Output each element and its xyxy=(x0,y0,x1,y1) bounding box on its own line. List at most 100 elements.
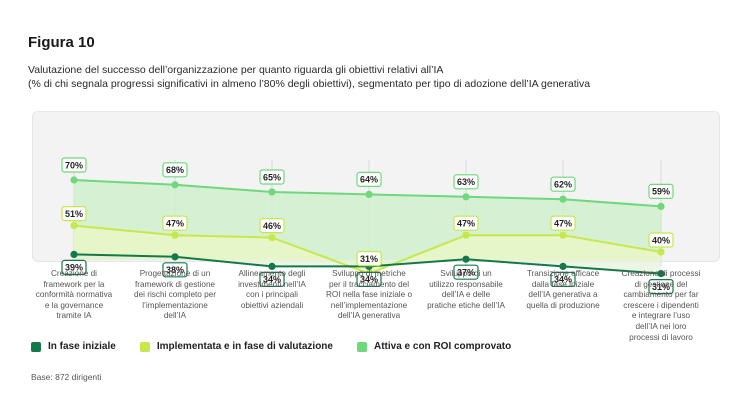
legend-label-implementata: Implementata e in fase di valutazione xyxy=(156,341,333,352)
category-label-line: Sviluppo di un xyxy=(440,269,492,278)
category-label-line: Allineamento degli xyxy=(238,269,306,278)
category-label-line: dalla fase iniziale xyxy=(531,279,595,289)
data-point-attiva-6 xyxy=(559,195,567,203)
data-point-in-fase-iniziale-7 xyxy=(657,270,665,278)
data-label-in-fase-iniziale-3-box xyxy=(259,271,285,287)
subtitle-line-2: (% di chi segnala progressi significativ… xyxy=(28,78,591,90)
data-label-in-fase-iniziale-6-box xyxy=(550,271,576,287)
category-label-line: framework per la xyxy=(43,279,105,289)
legend-swatch-attiva xyxy=(356,341,367,352)
data-label-attiva-2: 68% xyxy=(166,165,184,175)
data-label-implementata-7: 40% xyxy=(652,235,670,245)
data-label-in-fase-iniziale-1-box xyxy=(61,259,87,275)
category-label-3: Allineamento degli investimenti nell’IA co… xyxy=(226,269,318,311)
category-label-line: Transizione efficace xyxy=(526,269,600,278)
data-label-implementata-2-box xyxy=(162,215,188,231)
category-label-line: Sviluppo di metriche xyxy=(332,269,406,278)
subtitle-line-1: Valutazione del successo dell’organizzaz… xyxy=(28,64,444,76)
data-label-attiva-7-box xyxy=(648,183,674,199)
legend-swatch-in-fase-iniziale xyxy=(31,341,41,352)
data-label-implementata-4: 31% xyxy=(360,254,378,264)
category-label-line: obiettivi aziendali xyxy=(240,300,304,310)
data-label-in-fase-iniziale-5: 37% xyxy=(457,268,475,278)
category-label-line: framework di gestione xyxy=(134,279,216,289)
data-label-attiva-1-box xyxy=(61,157,87,173)
data-point-attiva-5 xyxy=(462,193,470,201)
data-label-implementata-5: 47% xyxy=(457,219,475,229)
data-point-in-fase-iniziale-6 xyxy=(559,262,567,270)
data-label-implementata-1: 51% xyxy=(65,209,83,219)
legend: In fase iniziale Implementata e in fase … xyxy=(31,341,535,352)
legend-label-in-fase-iniziale: In fase iniziale xyxy=(48,341,116,352)
data-label-attiva-2-box xyxy=(162,162,188,178)
legend-label-attiva: Attiva e con ROI comprovato xyxy=(373,341,512,352)
category-label-line: con i principali xyxy=(246,290,298,300)
category-label-line: dei rischi completo per xyxy=(134,290,216,300)
data-point-implementata-3 xyxy=(268,234,276,242)
data-label-implementata-6: 47% xyxy=(554,219,572,229)
data-label-implementata-2: 47% xyxy=(166,219,184,229)
category-label-line: utilizzo responsabile xyxy=(429,279,503,289)
category-label-line: dell’IA generativa a xyxy=(528,290,598,300)
data-label-attiva-4-box xyxy=(356,171,382,187)
data-label-attiva-1: 70% xyxy=(65,160,83,170)
data-label-in-fase-iniziale-7: 31% xyxy=(652,282,670,292)
data-label-implementata-5-box xyxy=(453,215,479,231)
category-label-line: conformità normativa xyxy=(35,290,113,300)
data-point-implementata-5 xyxy=(462,231,470,239)
category-label-line: per il tracciamento del xyxy=(328,279,410,289)
category-label-line: dell’IA nei loro xyxy=(635,321,687,331)
category-label-line: l’implementazione xyxy=(142,300,208,310)
category-label-5: Sviluppo di un utilizzo responsabile dell’… xyxy=(420,269,512,311)
category-label-line: pratiche etiche dell’IA xyxy=(427,300,505,310)
figure-label: Figura 10 xyxy=(28,34,95,51)
data-point-attiva-1 xyxy=(70,176,78,184)
data-label-attiva-3: 65% xyxy=(263,172,281,182)
legend-item-implementata: Implementata e in fase di valutazione xyxy=(139,341,333,352)
data-label-implementata-1-box xyxy=(61,206,87,222)
category-label-line: cambiamento per far xyxy=(623,290,699,300)
category-label-line: processi di lavoro xyxy=(629,332,693,342)
category-label-line: di gestione del xyxy=(634,279,688,289)
category-label-2: Progettazione di un framework di gestione… xyxy=(129,269,221,322)
data-label-implementata-3: 46% xyxy=(263,221,281,231)
category-label-line: Creazione di processi xyxy=(621,269,701,278)
category-label-4: Sviluppo di metriche per il tracciamento … xyxy=(323,269,415,322)
data-label-in-fase-iniziale-5-box xyxy=(453,264,479,280)
data-label-in-fase-iniziale-7-box xyxy=(648,279,674,295)
category-label-line: investimenti nell’IA xyxy=(238,279,306,289)
data-label-attiva-5: 63% xyxy=(457,177,475,187)
data-point-in-fase-iniziale-2 xyxy=(171,253,179,261)
data-point-attiva-2 xyxy=(171,181,179,189)
data-label-in-fase-iniziale-2-box xyxy=(162,262,188,278)
data-label-implementata-7-box xyxy=(648,232,674,248)
category-label-line: e la governance xyxy=(44,300,104,310)
category-label-line: ROI nella fase iniziale o xyxy=(325,290,412,300)
data-point-attiva-4 xyxy=(365,190,373,198)
category-label-line: e integrare l’uso xyxy=(631,311,691,321)
data-label-in-fase-iniziale-4: 34% xyxy=(360,275,378,285)
category-label-6: Transizione efficace dalla fase iniziale d… xyxy=(517,269,609,311)
category-label-line: Creazione di xyxy=(51,269,97,278)
data-point-implementata-7 xyxy=(657,248,665,256)
category-label-7: Creazione di processi di gestione del camb… xyxy=(615,269,707,343)
data-label-attiva-7: 59% xyxy=(652,187,670,197)
category-label-line: Progettazione di un xyxy=(139,269,211,278)
data-label-attiva-4: 64% xyxy=(360,175,378,185)
data-point-implementata-1 xyxy=(70,222,78,230)
category-label-line: dell’IA e delle xyxy=(441,290,491,300)
category-label-line: tramite IA xyxy=(56,311,92,321)
data-point-implementata-2 xyxy=(171,231,179,239)
data-label-in-fase-iniziale-3: 34% xyxy=(263,275,281,285)
data-label-implementata-4-box xyxy=(356,251,382,267)
category-label-line: quella di produzione xyxy=(526,300,600,310)
data-point-attiva-3 xyxy=(268,188,276,196)
legend-swatch-implementata xyxy=(139,341,150,352)
data-label-in-fase-iniziale-2: 38% xyxy=(166,265,184,275)
area-implementata xyxy=(74,225,661,274)
data-label-attiva-6-box xyxy=(550,176,576,192)
data-label-attiva-5-box xyxy=(453,174,479,190)
data-label-attiva-6: 62% xyxy=(554,180,572,190)
